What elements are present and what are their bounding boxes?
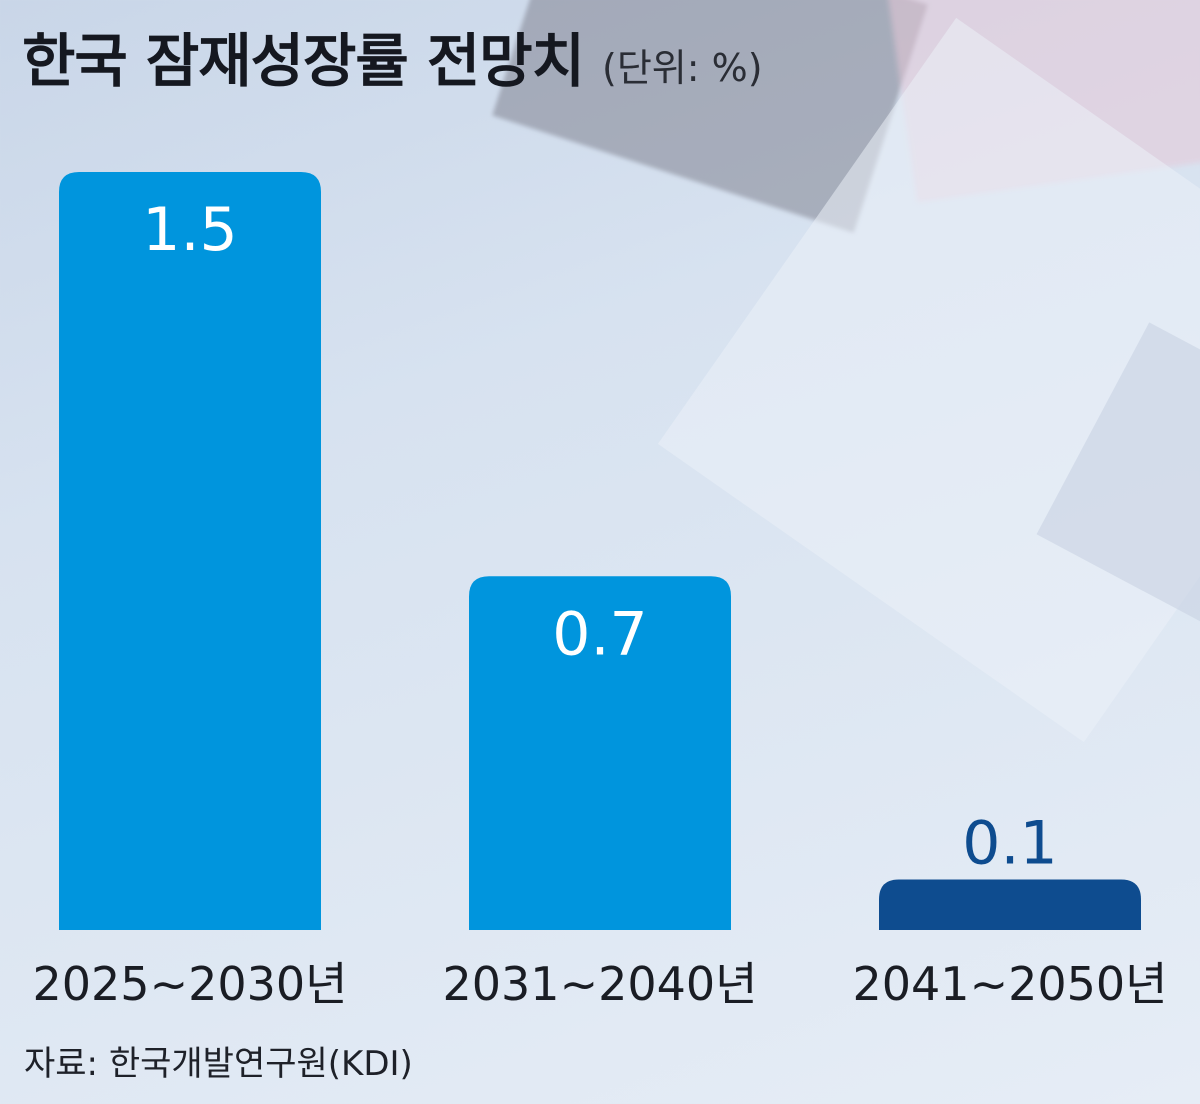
unit-label: (단위: %) <box>602 46 763 90</box>
category-label-2: 2031~2040년 <box>443 957 758 1011</box>
chart-title: 한국 잠재성장률 전망치 <box>22 27 585 95</box>
header: 한국 잠재성장률 전망치 (단위: %) <box>22 14 763 98</box>
source-note: 자료: 한국개발연구원(KDI) <box>24 1044 413 1084</box>
category-label-1: 2025~2030년 <box>33 957 348 1011</box>
bar-2 <box>469 576 731 930</box>
bar-3 <box>879 879 1141 930</box>
data-label-1: 1.5 <box>142 195 237 265</box>
bar-1 <box>59 172 321 930</box>
data-label-3: 0.1 <box>962 808 1057 878</box>
data-label-2: 0.7 <box>552 599 647 669</box>
category-label-3: 2041~2050년 <box>853 957 1168 1011</box>
